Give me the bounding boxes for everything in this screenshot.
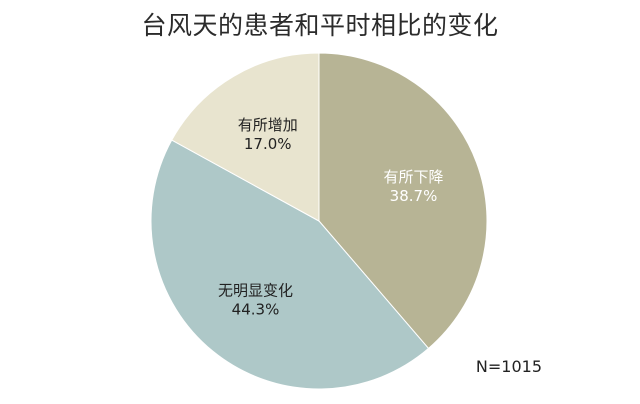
slice-category-label: 有所下降 bbox=[383, 168, 443, 186]
slice-percent-label: 17.0% bbox=[244, 135, 292, 153]
slice-percent-label: 38.7% bbox=[390, 187, 438, 205]
sample-size-note: N=1015 bbox=[475, 357, 542, 376]
slice-category-label: 有所增加 bbox=[238, 116, 298, 134]
slice-increase bbox=[171, 52, 320, 222]
slice-decrease bbox=[318, 52, 488, 350]
chart-title: 台风天的患者和平时相比的变化 bbox=[141, 11, 499, 40]
slice-no-change bbox=[150, 139, 430, 390]
slice-percent-label: 44.3% bbox=[232, 300, 280, 318]
slice-category-label: 无明显变化 bbox=[218, 281, 293, 299]
